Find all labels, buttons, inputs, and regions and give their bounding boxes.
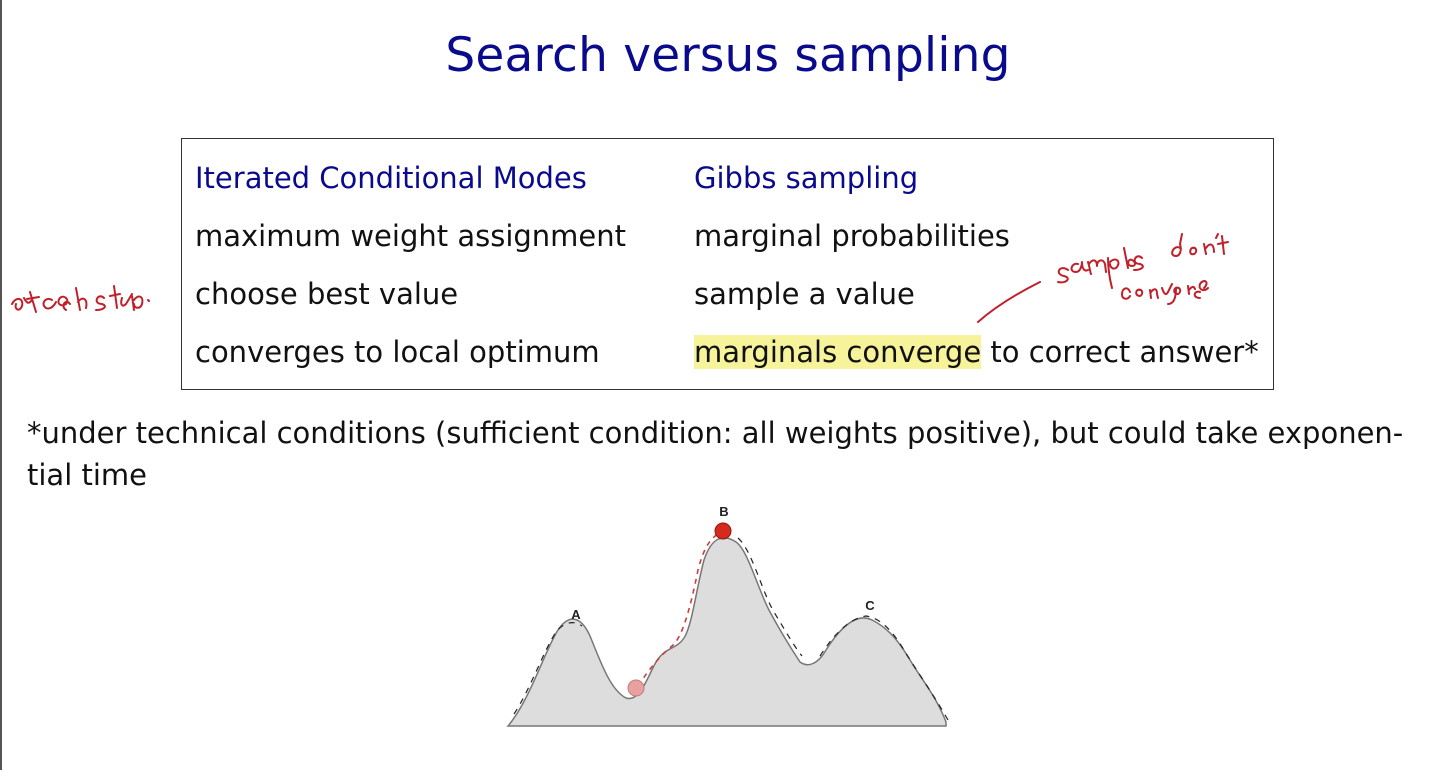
- footnote-line-1: *under technical conditions (sufficient …: [27, 416, 1404, 450]
- icm-objective: maximum weight assignment: [195, 219, 627, 253]
- slide-title: Search versus sampling: [445, 28, 1011, 83]
- peak-label-b: B: [719, 504, 728, 519]
- peak-b-ball: [714, 522, 732, 540]
- slide-left-border: [0, 0, 2, 770]
- icm-step: choose best value: [195, 277, 459, 311]
- mountain-silhouette: [506, 537, 947, 727]
- gibbs-objective: marginal probabilities: [694, 219, 1010, 253]
- icm-convergence: converges to local optimum: [195, 335, 600, 369]
- header-icm: Iterated Conditional Modes: [195, 161, 587, 195]
- descent-path-from-b: [737, 537, 803, 657]
- gibbs-step: sample a value: [694, 277, 915, 311]
- highlighted-text: marginals converge: [694, 335, 982, 369]
- footnote-line-2: tial time: [27, 458, 147, 492]
- ascent-path-to-a: [513, 622, 583, 715]
- gibbs-convergence-rest: to correct answer*: [981, 335, 1259, 369]
- ascent-path-to-c: [819, 615, 949, 721]
- start-ball: [627, 679, 645, 697]
- peak-label-c: C: [865, 598, 875, 613]
- peak-label-a: A: [571, 607, 581, 622]
- comparison-table-frame: [181, 138, 1274, 390]
- landscape-figure: A B C: [506, 504, 949, 727]
- handwritten-note-at-each-step: [11, 285, 150, 313]
- gibbs-convergence: marginals converge to correct answer*: [694, 335, 1259, 369]
- footnote: *under technical conditions (sufficient …: [27, 412, 1422, 496]
- header-gibbs: Gibbs sampling: [694, 161, 919, 195]
- gibbs-red-path: [637, 531, 723, 687]
